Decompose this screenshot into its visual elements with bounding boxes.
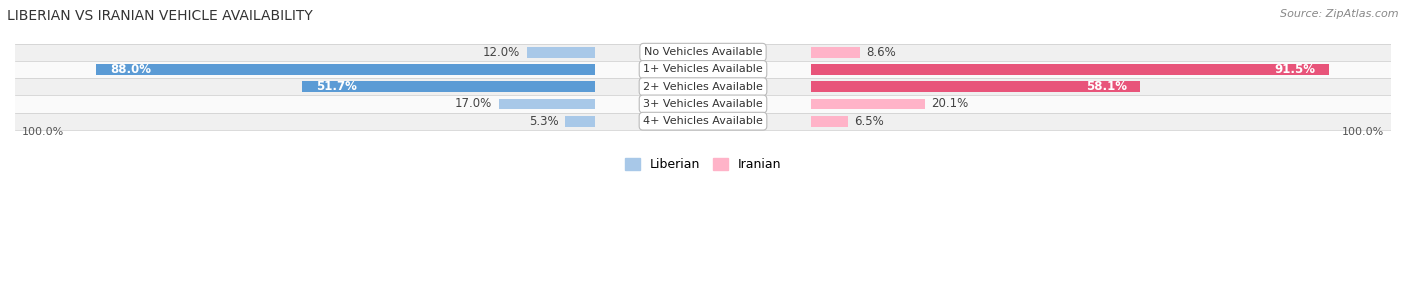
Bar [302,81,595,92]
Bar [15,78,1391,95]
Text: 4+ Vehicles Available: 4+ Vehicles Available [643,116,763,126]
Text: 51.7%: 51.7% [315,80,357,93]
Bar [811,81,1140,92]
Bar [811,116,848,126]
Text: LIBERIAN VS IRANIAN VEHICLE AVAILABILITY: LIBERIAN VS IRANIAN VEHICLE AVAILABILITY [7,9,312,23]
Text: 3+ Vehicles Available: 3+ Vehicles Available [643,99,763,109]
Bar [565,116,595,126]
Text: 1+ Vehicles Available: 1+ Vehicles Available [643,64,763,74]
Text: Source: ZipAtlas.com: Source: ZipAtlas.com [1281,9,1399,19]
Text: 100.0%: 100.0% [1341,127,1385,137]
Text: 5.3%: 5.3% [529,115,558,128]
Bar [527,47,595,57]
Bar [97,64,595,75]
Bar [499,99,595,109]
Text: 20.1%: 20.1% [932,98,969,110]
Bar [15,61,1391,78]
Bar [811,47,859,57]
Text: 2+ Vehicles Available: 2+ Vehicles Available [643,82,763,92]
Text: No Vehicles Available: No Vehicles Available [644,47,762,57]
Text: 12.0%: 12.0% [484,46,520,59]
Text: 100.0%: 100.0% [21,127,65,137]
Text: 58.1%: 58.1% [1085,80,1126,93]
Text: 6.5%: 6.5% [855,115,884,128]
Bar [811,99,925,109]
Text: 17.0%: 17.0% [454,98,492,110]
Bar [15,113,1391,130]
Text: 8.6%: 8.6% [866,46,896,59]
Legend: Liberian, Iranian: Liberian, Iranian [620,153,786,176]
Text: 88.0%: 88.0% [110,63,150,76]
Bar [811,64,1329,75]
Bar [15,95,1391,113]
Text: 91.5%: 91.5% [1275,63,1316,76]
Bar [15,43,1391,61]
